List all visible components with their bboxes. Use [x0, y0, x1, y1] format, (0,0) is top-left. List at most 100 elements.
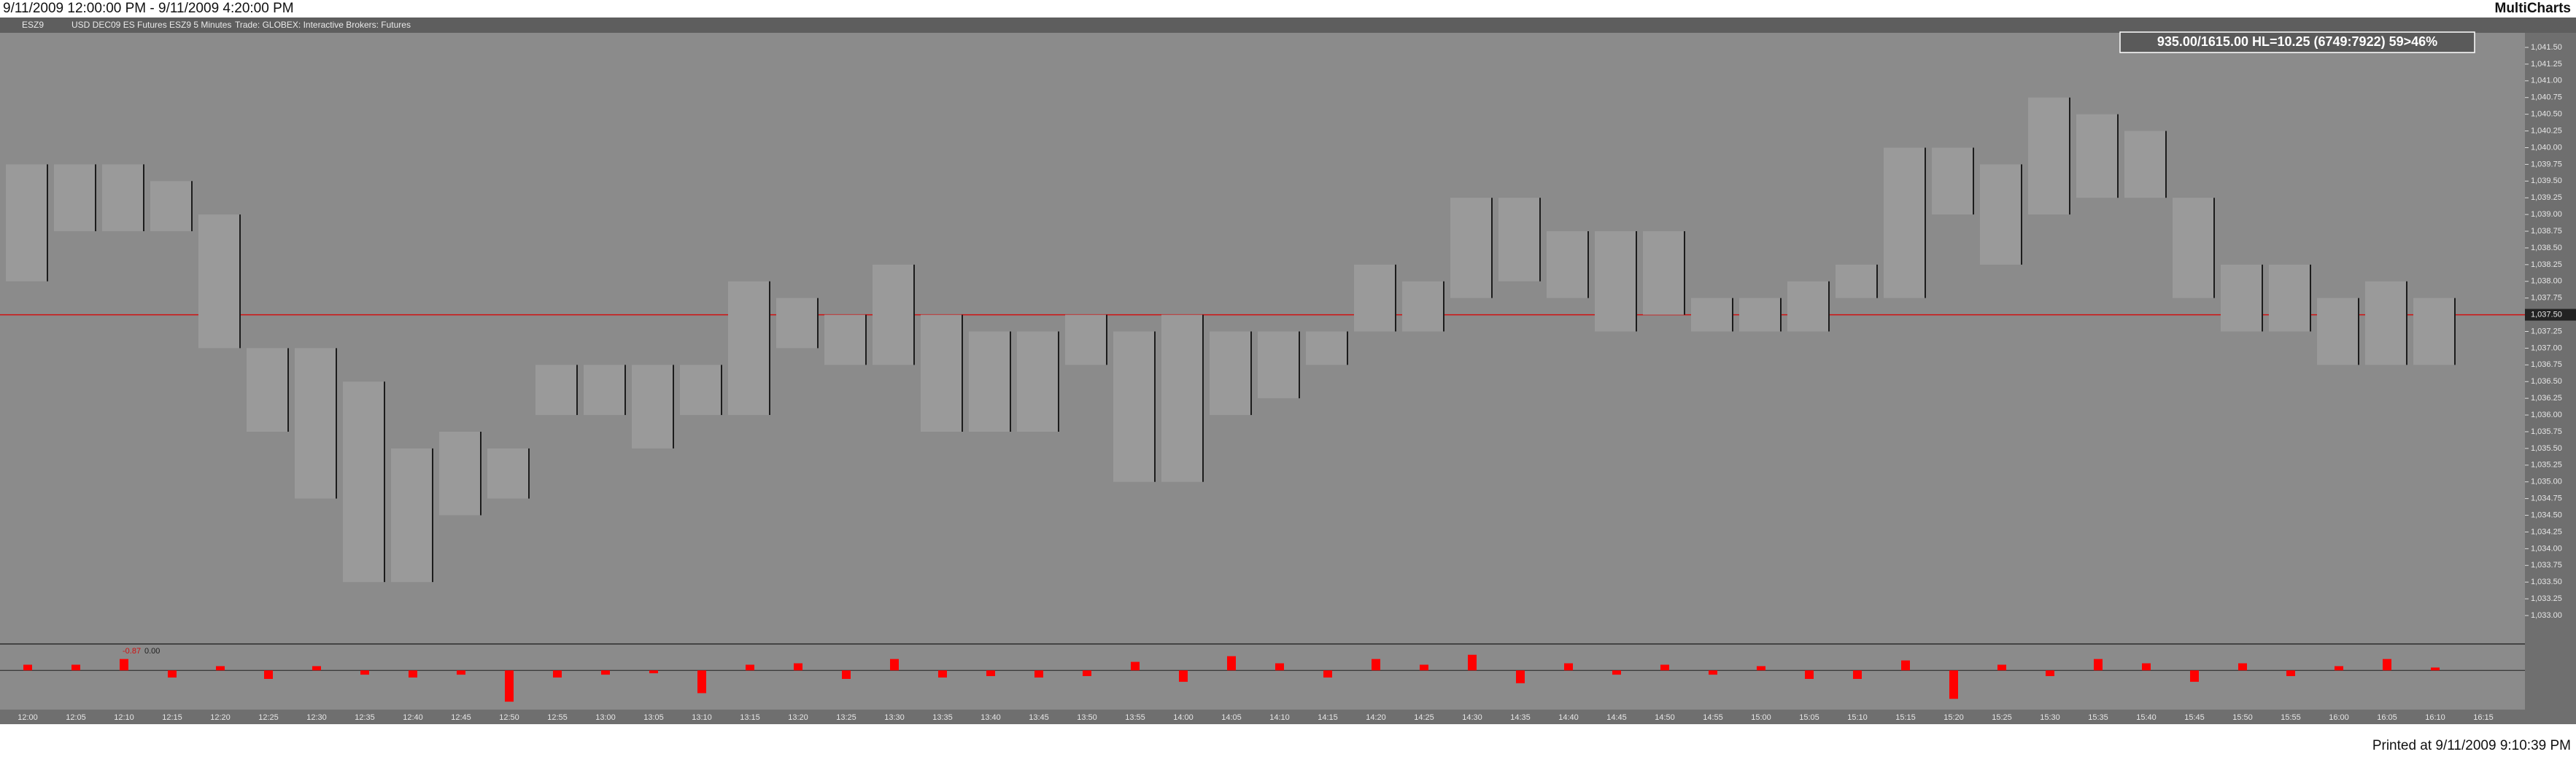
- delta-bar: [2094, 659, 2103, 671]
- delta-bar: [23, 664, 32, 671]
- x-tick-label: 16:15: [2473, 713, 2494, 722]
- footprint-column: [1258, 331, 1299, 399]
- footprint-column: [1691, 298, 1732, 332]
- footprint-column: [247, 348, 287, 432]
- x-tick-label: 14:35: [1510, 713, 1531, 722]
- footprint-column: [2124, 131, 2165, 198]
- y-tick-label: 1,040.00: [2531, 143, 2562, 152]
- delta-bar: [1372, 659, 1380, 671]
- footprint-column: [584, 365, 624, 416]
- delta-bar: [2142, 663, 2151, 671]
- delta-bar: [1805, 670, 1814, 679]
- footprint-column: [1450, 198, 1491, 298]
- delta-bar: [71, 664, 80, 671]
- footprint-column: [1161, 314, 1202, 482]
- footprint-column: [2269, 264, 2310, 332]
- delta-bar: [1179, 670, 1188, 682]
- y-tick-label: 1,038.25: [2531, 260, 2562, 269]
- delta-bar: [1949, 670, 1958, 699]
- footprint-column: [728, 281, 769, 416]
- delta-bar: [1853, 670, 1862, 679]
- x-tick-label: 14:00: [1173, 713, 1194, 722]
- x-tick-label: 13:15: [740, 713, 760, 722]
- footprint-column: [1065, 314, 1106, 365]
- y-tick-label: 1,039.25: [2531, 193, 2562, 202]
- footprint-column: [2221, 264, 2262, 332]
- footprint-column: [102, 164, 143, 232]
- delta-bar: [505, 670, 514, 702]
- data-feed[interactable]: Trade: GLOBEX: Interactive Brokers: Futu…: [235, 20, 411, 30]
- y-tick-label: 1,034.00: [2531, 544, 2562, 553]
- footprint-column: [1787, 281, 1828, 332]
- footprint-column: [1980, 164, 2021, 265]
- delta-bar: [1564, 663, 1573, 671]
- delta-bar: [264, 670, 273, 679]
- x-tick-label: 12:45: [451, 713, 471, 722]
- delta-bar: [1709, 670, 1717, 675]
- indicator-value: -0.87: [123, 647, 141, 656]
- footprint-column: [824, 314, 865, 365]
- footprint-column: [2173, 198, 2213, 298]
- time-axis: [0, 710, 2576, 724]
- x-tick-label: 16:00: [2329, 713, 2349, 722]
- footprint-column: [343, 381, 384, 583]
- x-tick-label: 13:40: [980, 713, 1001, 722]
- x-tick-label: 14:30: [1462, 713, 1482, 722]
- x-tick-label: 13:25: [836, 713, 856, 722]
- x-tick-label: 15:40: [2136, 713, 2157, 722]
- y-tick-label: 1,036.00: [2531, 411, 2562, 419]
- footprint-column: [2076, 114, 2117, 198]
- footprint-column: [873, 264, 913, 365]
- instrument[interactable]: USD DEC09 ES Futures ESZ9 5 Minutes: [71, 20, 231, 30]
- footprint-column: [150, 181, 191, 232]
- x-tick-label: 14:40: [1558, 713, 1579, 722]
- x-tick-label: 15:45: [2184, 713, 2205, 722]
- x-tick-label: 12:15: [162, 713, 182, 722]
- x-tick-label: 12:50: [499, 713, 519, 722]
- delta-bar: [168, 670, 177, 678]
- x-tick-label: 13:55: [1125, 713, 1145, 722]
- footprint-column: [1932, 147, 1973, 215]
- x-tick-label: 14:15: [1318, 713, 1338, 722]
- x-tick-label: 13:45: [1029, 713, 1049, 722]
- footprint-column: [1595, 231, 1636, 332]
- y-tick-label: 1,037.00: [2531, 343, 2562, 352]
- y-tick-label: 1,040.75: [2531, 93, 2562, 102]
- y-tick-label: 1,034.50: [2531, 511, 2562, 519]
- footprint-column: [1113, 331, 1154, 482]
- x-tick-label: 14:05: [1221, 713, 1242, 722]
- footprint-column: [921, 314, 962, 432]
- delta-bar: [794, 663, 802, 671]
- delta-bar: [1757, 666, 1765, 671]
- x-tick-label: 15:50: [2232, 713, 2253, 722]
- info-box: [2119, 31, 2475, 53]
- window-title: 9/11/2009 12:00:00 PM - 9/11/2009 4:20:0…: [3, 1, 294, 16]
- y-tick-label: 1,039.00: [2531, 210, 2562, 219]
- delta-bar: [986, 670, 995, 677]
- delta-bar: [2431, 667, 2440, 671]
- y-tick-label: 1,036.75: [2531, 360, 2562, 369]
- delta-bar: [1612, 670, 1621, 675]
- symbol[interactable]: ESZ9: [22, 20, 44, 30]
- footprint-column: [2413, 298, 2454, 365]
- y-tick-label: 1,041.50: [2531, 43, 2562, 52]
- x-tick-label: 12:55: [547, 713, 568, 722]
- x-tick-label: 14:10: [1269, 713, 1290, 722]
- y-tick-label: 1,035.50: [2531, 444, 2562, 453]
- delta-bar: [2238, 663, 2247, 671]
- y-tick-label: 1,036.25: [2531, 394, 2562, 403]
- delta-bar: [553, 670, 562, 678]
- x-tick-label: 14:55: [1703, 713, 1723, 722]
- x-tick-label: 15:20: [1943, 713, 1964, 722]
- y-tick-label: 1,039.50: [2531, 176, 2562, 185]
- x-tick-label: 12:10: [114, 713, 134, 722]
- y-tick-label: 1,038.00: [2531, 277, 2562, 286]
- y-tick-label: 1,040.50: [2531, 110, 2562, 119]
- x-tick-label: 14:50: [1655, 713, 1675, 722]
- y-tick-label: 1,035.75: [2531, 427, 2562, 436]
- x-tick-label: 13:50: [1077, 713, 1097, 722]
- delta-bar: [2286, 670, 2295, 677]
- x-tick-label: 12:00: [18, 713, 38, 722]
- delta-bar: [1468, 654, 1477, 671]
